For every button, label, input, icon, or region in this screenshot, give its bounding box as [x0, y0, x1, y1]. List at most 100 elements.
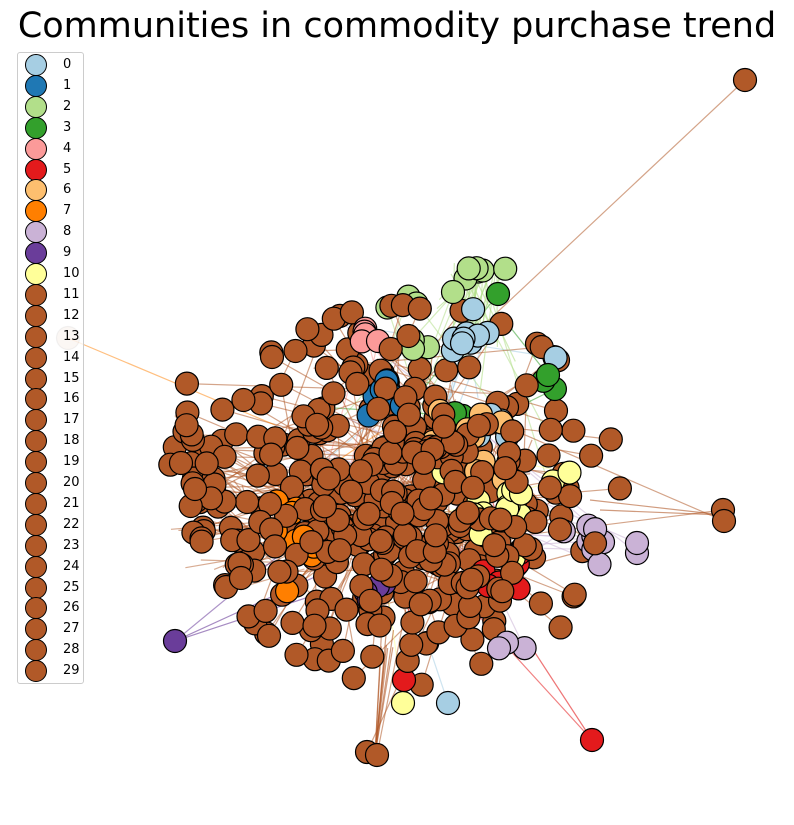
graph-node: [314, 355, 339, 380]
legend-label: 18: [63, 433, 80, 449]
legend-item-24: 24: [18, 555, 85, 578]
legend-marker: [25, 388, 47, 411]
graph-node: [378, 336, 403, 362]
legend-label: 16: [63, 391, 80, 407]
graph-node: [236, 527, 261, 553]
legend-marker: [25, 534, 47, 557]
graph-node: [607, 476, 633, 501]
legend-label: 3: [63, 119, 72, 135]
graph-node: [490, 579, 515, 604]
legend-label: 9: [63, 245, 72, 261]
graph-node: [500, 419, 525, 444]
legend-item-7: 7: [18, 200, 85, 223]
legend-label: 0: [63, 57, 72, 72]
graph-node: [561, 418, 586, 443]
legend-marker: [25, 200, 47, 223]
graph-node: [162, 628, 188, 654]
legend-item-9: 9: [18, 242, 85, 265]
graph-node: [168, 450, 194, 476]
graph-node: [228, 565, 254, 591]
legend-item-20: 20: [18, 472, 85, 494]
graph-node: [235, 489, 260, 515]
graph-node: [312, 494, 337, 519]
legend-marker: [25, 639, 47, 662]
graph-node: [493, 456, 518, 481]
graph-node: [267, 559, 292, 585]
graph-node: [557, 484, 583, 509]
graph-edge: [374, 629, 395, 756]
legend-marker: [25, 263, 47, 285]
graph-node: [338, 479, 364, 504]
graph-node: [321, 381, 346, 406]
graph-edge: [599, 509, 724, 516]
graph-node: [456, 256, 481, 281]
legend-item-13: 13: [18, 325, 85, 348]
legend-marker: [25, 409, 47, 432]
legend-marker: [25, 513, 47, 536]
graph-node: [598, 427, 623, 452]
legend-label: 29: [63, 663, 80, 679]
graph-node: [174, 371, 199, 396]
graph-node: [411, 450, 436, 475]
legend-marker: [25, 492, 47, 515]
legend-marker: [25, 116, 47, 139]
legend-item-8: 8: [18, 221, 85, 244]
legend-marker: [25, 304, 47, 327]
graph-node: [341, 665, 366, 691]
graph-node: [459, 567, 484, 592]
legend-item-12: 12: [18, 304, 85, 327]
legend-label: 23: [63, 537, 80, 553]
node-layer: [55, 67, 758, 768]
graph-node: [253, 598, 278, 624]
graph-node: [356, 501, 381, 526]
legend-marker: [25, 367, 47, 390]
graph-node: [259, 442, 284, 467]
graph-node: [302, 613, 327, 638]
graph-node: [537, 475, 563, 500]
legend-label: 11: [63, 286, 80, 302]
legend-item-6: 6: [18, 179, 85, 202]
graph-node: [485, 281, 511, 307]
legend-item-0: 0: [18, 54, 85, 76]
graph-node: [407, 296, 432, 321]
graph-node: [259, 344, 285, 370]
legend-item-1: 1: [18, 74, 85, 97]
graph-node: [339, 300, 364, 325]
graph-node: [469, 651, 494, 676]
graph-node: [423, 523, 448, 548]
graph-node: [449, 331, 475, 356]
graph-node: [231, 387, 256, 413]
legend-item-4: 4: [18, 137, 85, 160]
graph-node: [245, 463, 270, 488]
legend: 0 1 2 3 4 5 6 7 8 9 10 11 12 13 14 15 16 17 18 19 20 21 22 23 24…: [17, 52, 84, 684]
graph-edge: [359, 79, 746, 442]
graph-node: [547, 517, 573, 542]
legend-label: 7: [63, 203, 72, 219]
legend-label: 17: [63, 412, 80, 428]
graph-node: [305, 412, 330, 437]
graph-node: [403, 569, 428, 594]
graph-node: [368, 528, 393, 554]
legend-marker: [25, 179, 47, 202]
legend-marker: [25, 283, 47, 306]
graph-node: [624, 530, 650, 556]
legend-item-14: 14: [18, 346, 85, 369]
legend-marker: [25, 137, 47, 160]
graph-node: [460, 475, 485, 500]
legend-item-5: 5: [18, 158, 85, 181]
graph-node: [538, 417, 563, 442]
graph-node: [528, 591, 554, 616]
legend-item-11: 11: [18, 283, 85, 306]
legend-item-15: 15: [18, 367, 85, 390]
legend-item-26: 26: [18, 597, 85, 620]
graph-node: [486, 636, 512, 661]
graph-node: [562, 582, 587, 607]
graph-node: [536, 443, 561, 468]
graph-node: [369, 557, 394, 582]
graph-node: [396, 402, 421, 427]
graph-node: [493, 256, 518, 281]
graph-node: [256, 623, 282, 648]
graph-node: [283, 338, 308, 364]
graph-node: [330, 638, 355, 664]
graph-node: [327, 538, 352, 563]
